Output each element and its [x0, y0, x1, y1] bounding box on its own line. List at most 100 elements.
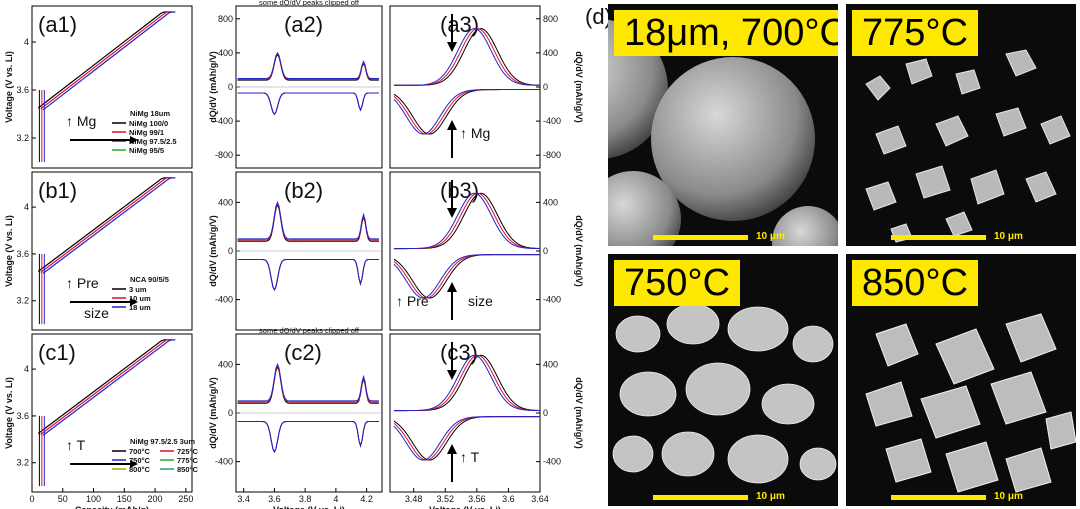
- panel-label: (a1): [38, 12, 77, 37]
- x-tick-label: 4.2: [360, 494, 373, 504]
- dqdv-discharge-curve: [237, 421, 379, 454]
- annotation: ↑ T: [460, 449, 480, 465]
- y-tick-label: 400: [543, 197, 558, 207]
- arrowhead: [447, 282, 457, 292]
- arrowhead: [447, 370, 457, 380]
- sem-image-700c: 18μm, 700°C 10 μm: [608, 4, 838, 246]
- annotation: ↑ T: [66, 437, 86, 453]
- dqdv-discharge-curve: [237, 421, 379, 454]
- sem-image-850c: 850°C 10 μm: [846, 254, 1076, 506]
- x-tick-label: 3.4: [237, 494, 250, 504]
- dqdv-charge-curve: [237, 364, 379, 403]
- y-axis-label: dQ/dV (mAh/g/V): [574, 215, 584, 287]
- x-tick-label: 0: [29, 494, 34, 504]
- y-axis-label: dQ/dV (mAh/g/V): [208, 215, 218, 287]
- plot-frame-c1: [31, 333, 193, 493]
- top-note: some dQ/dV peaks clipped off: [259, 326, 360, 335]
- scale-bar: [653, 495, 748, 500]
- arrowhead: [447, 42, 457, 52]
- dqdv-zoom-discharge: [393, 416, 540, 461]
- y-tick-label: -400: [215, 116, 233, 126]
- dqdv-charge-curve: [237, 201, 379, 240]
- dqdv-charge-curve: [237, 202, 379, 241]
- annotation: ↑ Pre: [66, 275, 99, 291]
- dqdv-discharge-curve: [237, 92, 379, 116]
- legend-entry: 775°C: [177, 456, 199, 465]
- legend-title: NiMg 97.5/2.5 3um: [130, 437, 195, 446]
- arrowhead: [130, 460, 138, 468]
- legend-title: NiMg 18um: [130, 109, 170, 118]
- dqdv-discharge-curve: [237, 421, 379, 454]
- y-axis-label: dQ/dV (mAh/g/V): [208, 377, 218, 449]
- x-tick-label: 250: [178, 494, 193, 504]
- y-tick-label: 0: [543, 82, 548, 92]
- y-tick-label: 800: [543, 14, 558, 24]
- annotation: ↑ Mg: [460, 125, 490, 141]
- x-tick-label: 3.56: [468, 494, 486, 504]
- plot-frame-b1: [31, 171, 193, 331]
- charge-curve: [40, 339, 173, 435]
- legend-entry: NiMg 99/1: [129, 128, 164, 137]
- scale-text: 10 μm: [994, 231, 1023, 242]
- y-tick-label: 0: [228, 246, 233, 256]
- sem-label-775c: 775°C: [852, 10, 979, 56]
- arrowhead: [447, 444, 457, 454]
- scale-bar: [891, 235, 986, 240]
- sem-label-700c: 18μm, 700°C: [614, 10, 838, 56]
- x-tick-label: 3.48: [405, 494, 423, 504]
- y-axis-label: Voltage (V vs. Li): [4, 215, 14, 287]
- charge-curve: [37, 177, 171, 272]
- y-tick-label: 4: [24, 202, 29, 212]
- y-tick-label: 400: [543, 359, 558, 369]
- y-tick-label: 3.2: [16, 458, 29, 468]
- panel-label: (a2): [284, 12, 323, 37]
- panel-label: (c3): [440, 340, 478, 365]
- y-tick-label: -400: [543, 295, 561, 305]
- arrowhead: [130, 136, 138, 144]
- arrowhead: [130, 298, 138, 306]
- annotation: ↑ Pre: [396, 293, 429, 309]
- sem-particles-750c: [612, 303, 837, 484]
- dqdv-charge-curve: [237, 363, 379, 402]
- dqdv-discharge-curve: [237, 259, 379, 292]
- scale-text: 10 μm: [756, 231, 785, 242]
- sem-image-750c: 750°C 10 μm: [608, 254, 838, 506]
- y-tick-label: 0: [543, 246, 548, 256]
- top-note: some dQ/dV peaks clipped off: [259, 0, 360, 7]
- legend-entry: 800°C: [129, 465, 151, 474]
- x-tick-label: 200: [148, 494, 163, 504]
- y-tick-label: 3.6: [16, 85, 29, 95]
- charge-curve: [37, 339, 171, 434]
- charge-curve: [42, 177, 176, 274]
- x-tick-label: 150: [117, 494, 132, 504]
- panel-label: (c2): [284, 340, 322, 365]
- scale-text: 10 μm: [756, 491, 785, 502]
- x-tick-label: 3.6: [268, 494, 281, 504]
- scale-bar: [891, 495, 986, 500]
- dqdv-zoom-discharge: [393, 254, 540, 299]
- scale-bar: [653, 235, 748, 240]
- y-tick-label: 0: [228, 82, 233, 92]
- y-tick-label: 3.2: [16, 296, 29, 306]
- panel-label: (c1): [38, 340, 76, 365]
- dqdv-zoom-charge: [393, 28, 540, 86]
- charge-curve: [40, 11, 173, 110]
- panel-label: (a3): [440, 12, 479, 37]
- legend-entry: NiMg 97.5/2.5: [129, 137, 177, 146]
- y-tick-label: 3.2: [16, 133, 29, 143]
- dqdv-discharge-curve: [237, 259, 379, 292]
- legend-entry: 10 um: [129, 294, 151, 303]
- dqdv-discharge-curve: [237, 259, 379, 292]
- dqdv-charge-curve: [237, 53, 379, 81]
- legend-entry: NiMg 100/0: [129, 119, 168, 128]
- y-axis-label: dQ/dV (mAh/g/V): [574, 377, 584, 449]
- legend-entry: 850°C: [177, 465, 199, 474]
- dqdv-zoom-charge: [393, 28, 540, 86]
- y-tick-label: 400: [218, 197, 233, 207]
- x-axis-label: Voltage (V vs. Li): [429, 505, 501, 509]
- dqdv-discharge-curve: [237, 92, 379, 116]
- dqdv-zoom-discharge: [393, 254, 540, 299]
- sem-label-850c: 850°C: [852, 260, 979, 306]
- sem-particles-850c: [865, 313, 1076, 493]
